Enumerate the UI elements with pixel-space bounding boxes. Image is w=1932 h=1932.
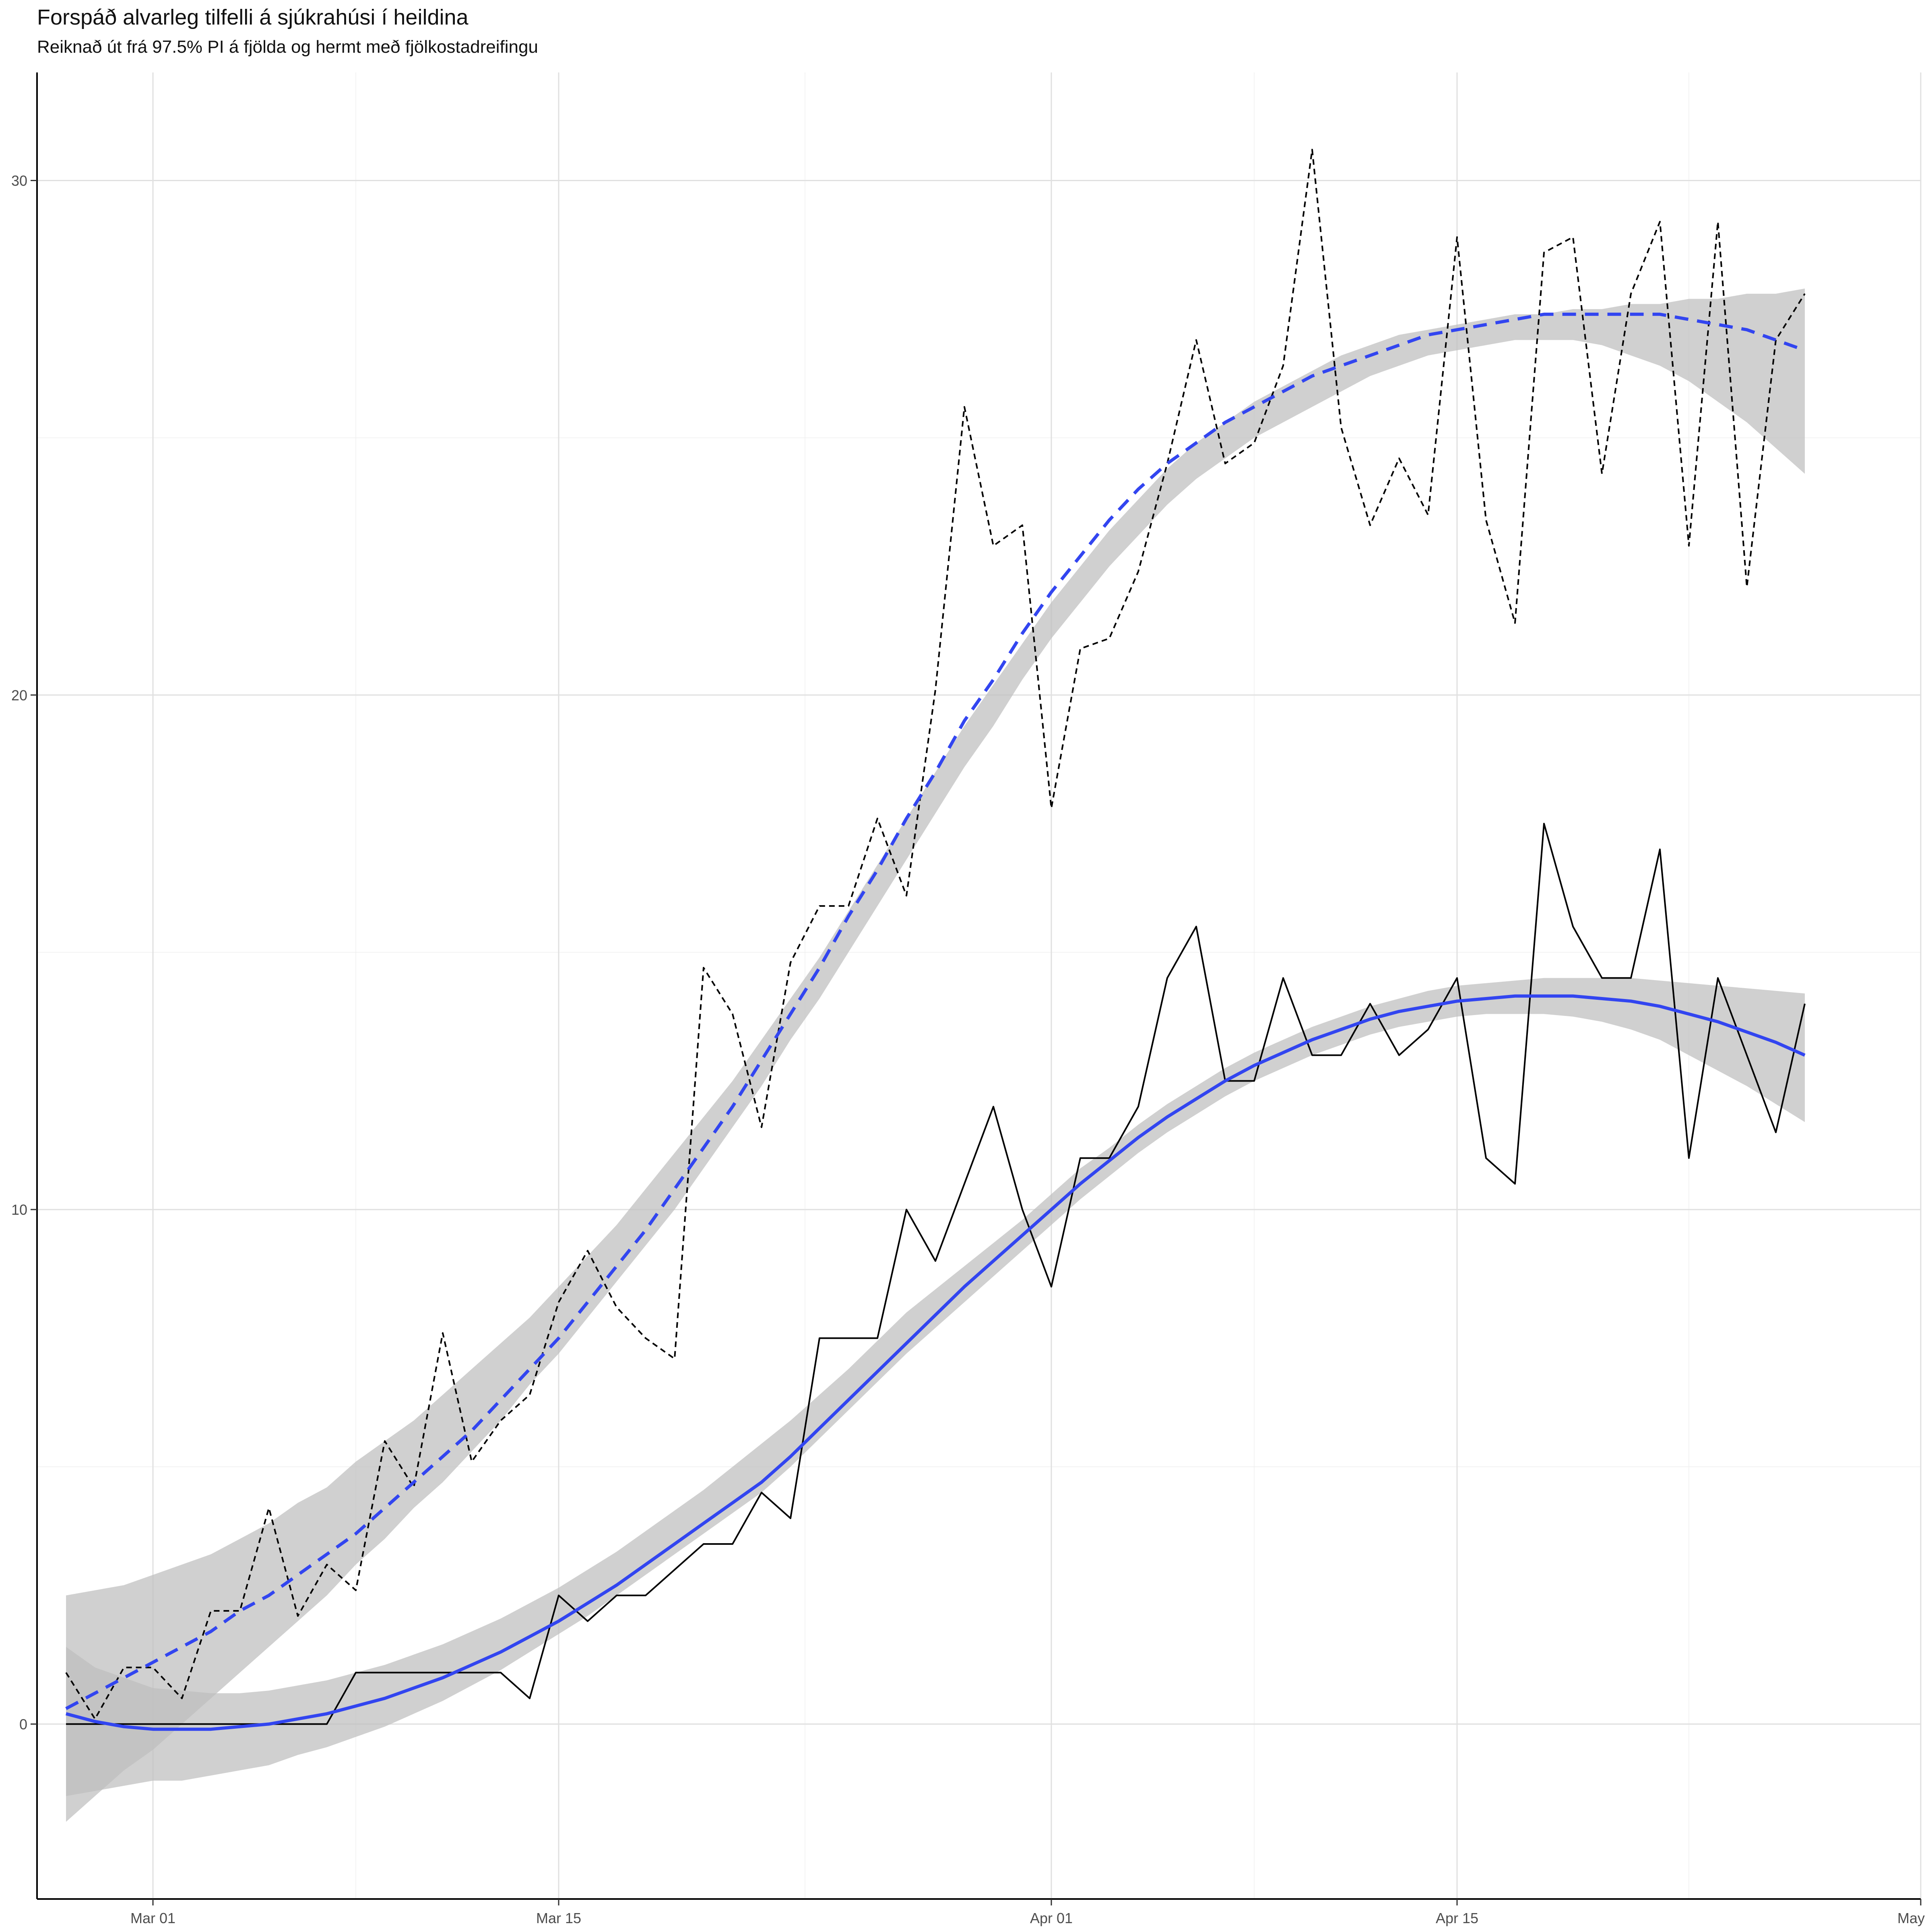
y-tick-label: 20 (11, 687, 27, 704)
confidence-band-2 (66, 978, 1805, 1796)
series-line-2-solid (66, 823, 1806, 1725)
x-tick-label: May (1897, 1910, 1925, 1926)
observed-series (65, 149, 1806, 1725)
confidence-bands (66, 288, 1805, 1822)
y-tick-labels: 0 10 20 30 (11, 172, 27, 1732)
y-tick-label: 10 (11, 1201, 27, 1218)
series-line-1-dashed (65, 149, 1806, 1720)
x-tick-label: Apr 01 (1030, 1910, 1073, 1926)
x-tick-label: Mar 01 (130, 1910, 175, 1926)
x-tick-label: Apr 15 (1436, 1910, 1478, 1926)
confidence-band-1 (66, 288, 1805, 1822)
chart-title: Forspáð alvarleg tilfelli á sjúkrahúsi í… (37, 5, 469, 29)
x-tick-label: Mar 15 (536, 1910, 581, 1926)
smooth-fit-line-2-solid (65, 994, 1806, 1731)
y-tick-label: 30 (11, 172, 27, 189)
axes (31, 72, 1922, 1905)
smooth-fit-lines (65, 312, 1806, 1731)
y-tick-label: 0 (19, 1716, 27, 1732)
chart-subtitle: Reiknað út frá 97.5% PI á fjölda og herm… (37, 37, 538, 57)
x-tick-labels: Mar 01 Mar 15 Apr 01 Apr 15 May (130, 1910, 1925, 1926)
smooth-fit-line-1-dashed (65, 312, 1806, 1710)
